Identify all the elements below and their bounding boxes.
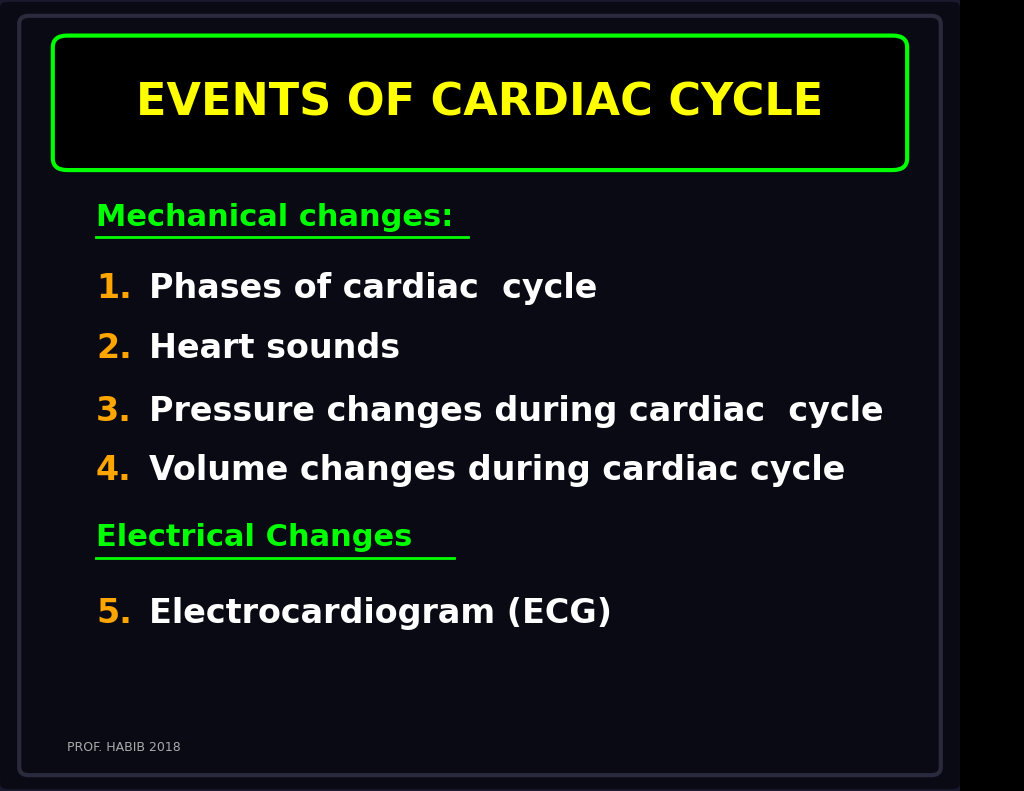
FancyBboxPatch shape bbox=[53, 36, 907, 170]
Text: EVENTS OF CARDIAC CYCLE: EVENTS OF CARDIAC CYCLE bbox=[136, 81, 823, 124]
Text: 1.: 1. bbox=[96, 272, 132, 305]
Text: Heart sounds: Heart sounds bbox=[148, 331, 400, 365]
Text: PROF. HABIB 2018: PROF. HABIB 2018 bbox=[68, 741, 181, 754]
Text: Mechanical changes:: Mechanical changes: bbox=[96, 203, 454, 232]
Text: Pressure changes during cardiac  cycle: Pressure changes during cardiac cycle bbox=[148, 395, 884, 428]
FancyBboxPatch shape bbox=[0, 0, 970, 791]
Text: Electrocardiogram (ECG): Electrocardiogram (ECG) bbox=[148, 596, 611, 630]
Text: 5.: 5. bbox=[96, 596, 132, 630]
Text: 3.: 3. bbox=[96, 395, 132, 428]
Text: Phases of cardiac  cycle: Phases of cardiac cycle bbox=[148, 272, 597, 305]
Text: Volume changes during cardiac cycle: Volume changes during cardiac cycle bbox=[148, 454, 845, 487]
Text: 4.: 4. bbox=[96, 454, 132, 487]
Text: Electrical Changes: Electrical Changes bbox=[96, 524, 413, 552]
Text: 2.: 2. bbox=[96, 331, 132, 365]
